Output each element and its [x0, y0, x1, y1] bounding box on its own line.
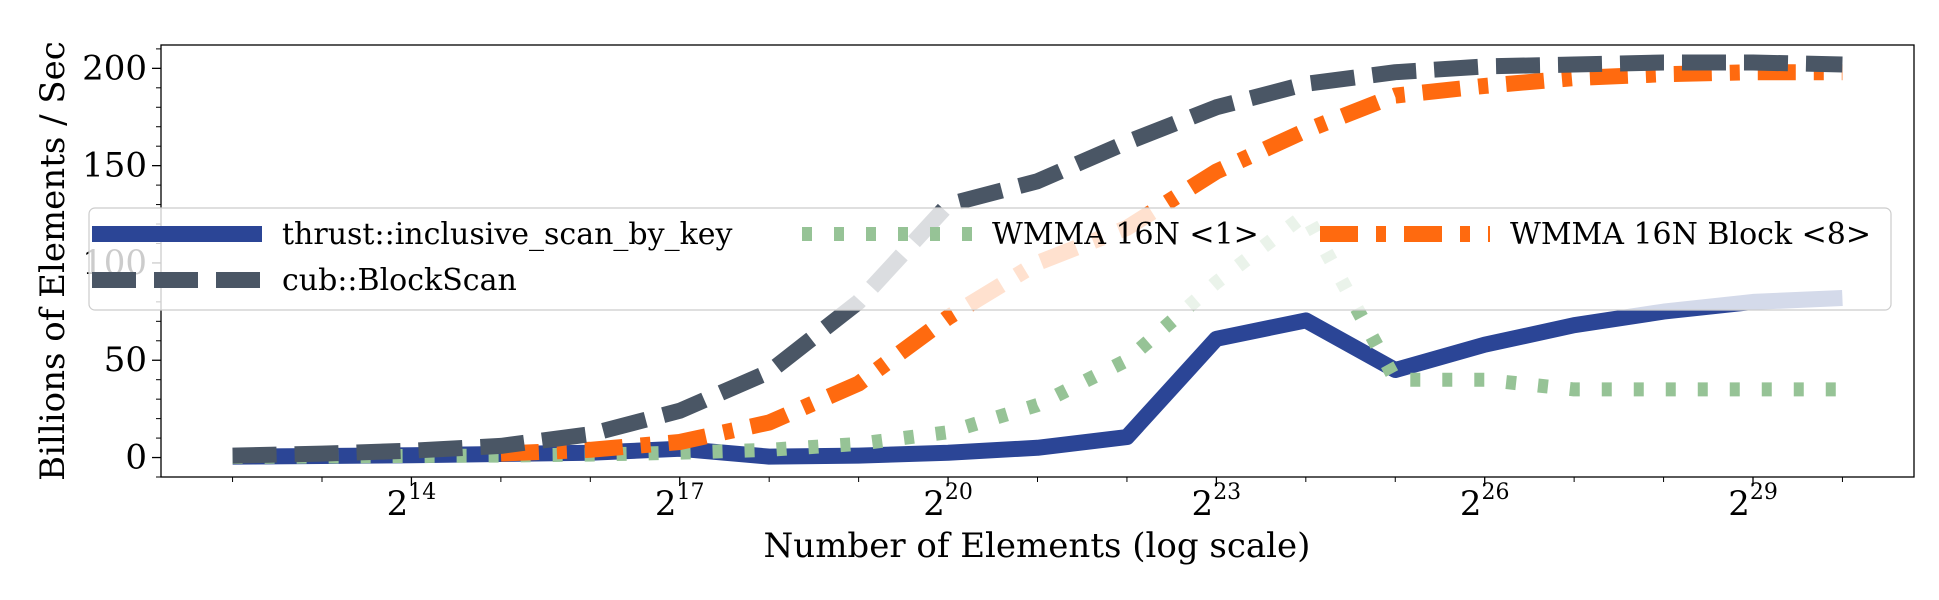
- series-line-wmma-16n-block-8: [500, 64, 1843, 462]
- x-tick-label: 214: [387, 480, 437, 524]
- series-line-thrust-inclusive-scan-by-key: [232, 290, 1843, 465]
- y-tick-label: 150: [82, 146, 147, 186]
- legend-label-cub-blockscan: cub::BlockScan: [282, 263, 517, 298]
- series-line-wmma-16n-1: [232, 207, 1843, 464]
- x-tick-label: 217: [655, 480, 705, 524]
- x-tick-label: 220: [923, 480, 973, 524]
- legend: thrust::inclusive_scan_by_key WMMA 16N <1…: [88, 207, 1892, 311]
- x-axis-title: Number of Elements (log scale): [764, 526, 1311, 566]
- y-tick-label: 200: [82, 48, 147, 88]
- legend-label-wmma-16n-block-8: WMMA 16N Block <8>: [1510, 217, 1871, 252]
- legend-label-wmma-16n-1: WMMA 16N <1>: [992, 217, 1259, 252]
- legend-label-thrust-inclusive-scan-by-key: thrust::inclusive_scan_by_key: [282, 217, 733, 252]
- x-tick-label: 223: [1192, 480, 1242, 524]
- x-tick-label: 229: [1728, 480, 1778, 524]
- plot-lines: [232, 54, 1843, 465]
- y-axis-title: Billions of Elements / Sec: [33, 41, 73, 481]
- y-tick-label: 50: [104, 340, 147, 380]
- y-tick-label: 0: [125, 438, 147, 478]
- x-tick-label: 226: [1460, 480, 1510, 524]
- series-line-cub-blockscan: [232, 54, 1843, 464]
- x-axis: 214 217 220 223 226 229: [232, 477, 1843, 524]
